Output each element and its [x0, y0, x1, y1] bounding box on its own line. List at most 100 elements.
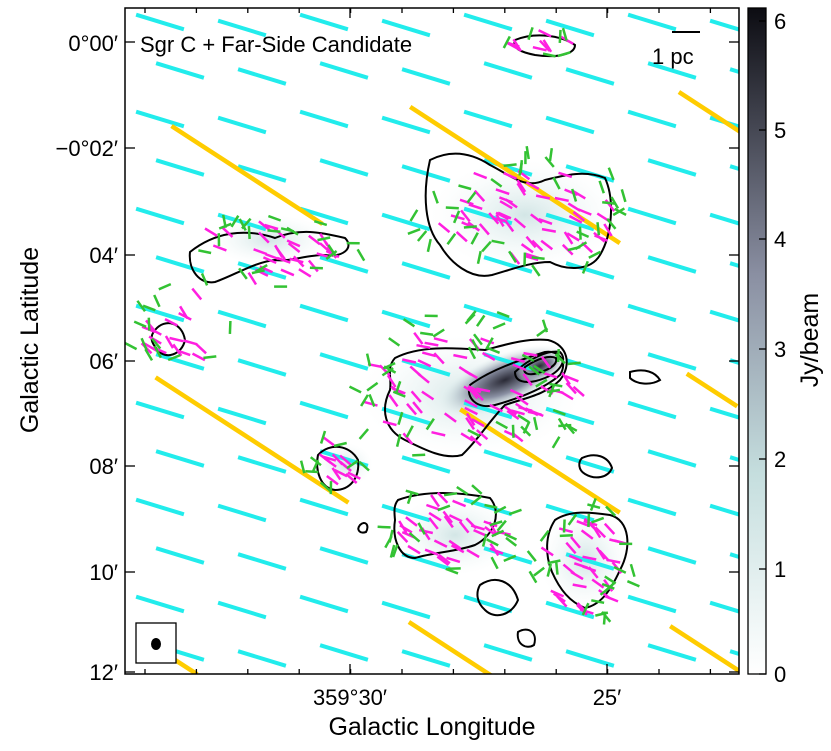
y-tick-label: 12′ — [89, 660, 118, 685]
polarization-vector — [325, 250, 338, 260]
polarization-vector — [331, 453, 344, 466]
polarization-vector — [388, 394, 399, 408]
polarization-vector — [442, 510, 453, 524]
polarization-vector — [613, 565, 627, 574]
polarization-vector — [503, 163, 517, 168]
polarization-vector — [522, 373, 533, 387]
polarization-vector — [317, 236, 331, 242]
polarization-vector — [469, 435, 482, 447]
field-vector — [729, 358, 739, 366]
polarization-vector — [264, 223, 279, 231]
polarization-vector — [409, 365, 422, 377]
polarization-vector — [347, 471, 361, 480]
field-vector — [155, 255, 205, 274]
field-vector — [135, 594, 185, 614]
field-vector — [647, 158, 697, 177]
polarization-vector — [417, 522, 426, 535]
field-vector — [627, 594, 677, 614]
polarization-vector — [383, 365, 397, 374]
polarization-vector — [327, 244, 337, 257]
polarization-vector — [473, 333, 483, 346]
polarization-vector — [503, 171, 518, 180]
polarization-vector — [421, 390, 435, 401]
y-tick-label: 0°00′ — [68, 31, 118, 56]
polarization-vector — [238, 267, 248, 280]
polarization-vector — [591, 599, 605, 605]
field-vector — [155, 546, 205, 565]
polarization-vector — [567, 245, 581, 252]
polarization-vector — [153, 294, 161, 308]
polarization-vector — [526, 550, 537, 562]
polarization-vector — [473, 189, 486, 202]
polarization-vector — [499, 200, 513, 210]
polarization-vector — [397, 411, 404, 425]
colorbar-tick-label: 3 — [774, 337, 786, 362]
polarization-vector — [358, 460, 370, 472]
polarization-vector — [508, 250, 518, 263]
polarization-vector — [561, 372, 571, 386]
colorbar-tick-label: 1 — [774, 557, 786, 582]
polarization-vector — [334, 468, 348, 478]
colorbar-tick-label: 0 — [774, 662, 786, 687]
polarization-vector — [606, 218, 617, 230]
polarization-vector — [490, 556, 499, 570]
polarization-vector — [557, 417, 567, 431]
field-vector — [565, 261, 615, 280]
polarization-vector — [598, 180, 605, 194]
polarization-vector — [603, 223, 613, 237]
polarization-vector — [228, 320, 232, 334]
polarization-vector — [251, 269, 265, 275]
polarization-vector — [406, 491, 414, 505]
polarization-vector — [309, 456, 322, 467]
polarization-vector — [530, 213, 543, 224]
polarization-vector — [498, 196, 513, 204]
polarization-vector — [125, 341, 138, 351]
polarization-vector — [275, 247, 286, 261]
polarization-vector — [148, 326, 162, 336]
polarization-vector — [408, 532, 421, 543]
polarization-vector — [436, 491, 449, 504]
polarization-vector — [475, 314, 486, 327]
field-vector — [217, 115, 267, 135]
polarization-vector — [389, 544, 396, 558]
polarization-vector — [573, 562, 588, 569]
polarization-vector — [458, 520, 470, 534]
polarization-vector — [402, 358, 417, 364]
field-vector — [299, 303, 349, 323]
polarization-vector — [572, 385, 585, 397]
polarization-vector — [136, 300, 147, 313]
polarization-vector — [200, 273, 209, 286]
polarization-vector — [276, 256, 291, 264]
field-vector — [627, 497, 677, 517]
field-vector — [647, 61, 697, 80]
polarization-vector — [405, 516, 418, 527]
polarization-vector — [394, 380, 402, 395]
polarization-vector — [561, 27, 568, 41]
polarization-vector — [433, 352, 445, 365]
x-tick-label: 359°30′ — [313, 685, 387, 710]
polarization-vector — [471, 418, 485, 428]
polarization-vector — [591, 524, 602, 539]
polarization-vector — [286, 239, 301, 248]
y-tick-label: 04′ — [89, 243, 118, 268]
figure-title: Sgr C + Far-Side Candidate — [140, 32, 412, 57]
y-tick-label: 06′ — [89, 349, 118, 374]
polarization-vector — [535, 194, 551, 200]
polarization-vector — [319, 481, 332, 492]
polarization-vector — [583, 519, 598, 527]
polarization-vector — [426, 238, 432, 253]
field-vector — [483, 61, 533, 80]
polarization-vector — [443, 492, 458, 497]
polarization-vector — [538, 39, 551, 52]
polarization-vector — [363, 400, 378, 407]
polarization-vector — [384, 535, 393, 549]
polarization-vector — [459, 198, 474, 206]
polarization-vector — [532, 45, 547, 52]
field-vector — [237, 164, 287, 183]
polarization-vector — [543, 372, 558, 379]
polarization-vector — [587, 513, 591, 527]
field-vector — [709, 212, 739, 226]
polarization-vector — [562, 519, 566, 533]
polarization-vector — [417, 359, 432, 368]
polarization-vector — [510, 356, 526, 363]
